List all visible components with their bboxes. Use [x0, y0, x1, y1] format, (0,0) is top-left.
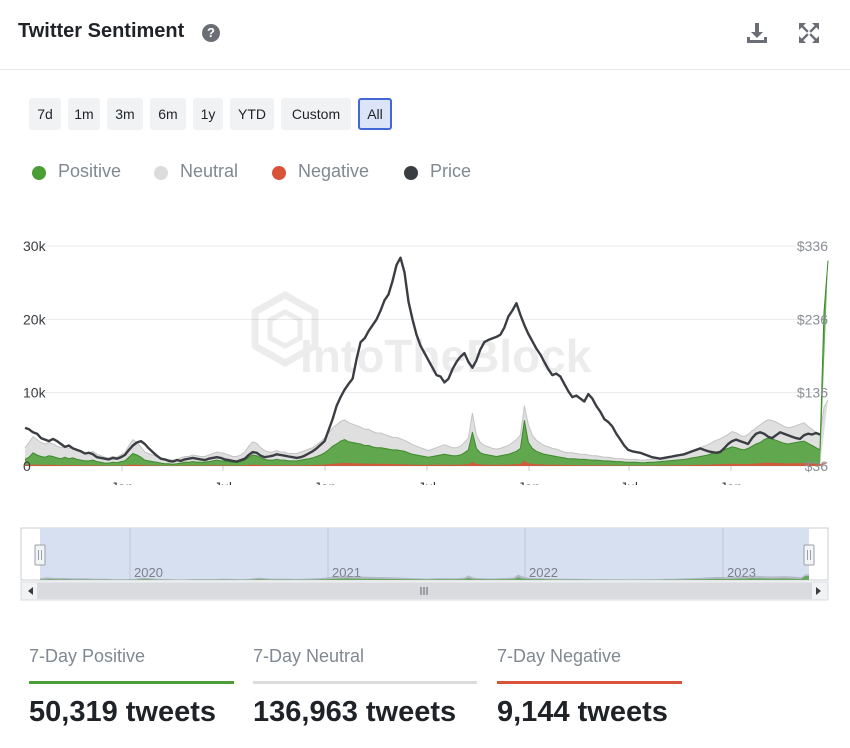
stat-value: 50,319 tweets — [29, 696, 217, 728]
y-left-tick-label: 20k — [23, 311, 47, 327]
legend-label: Negative — [298, 161, 370, 181]
sentiment-chart[interactable]: IntoTheBlock 0 10k 20k 30k $36 $136 $236 $336 Jan… — [0, 200, 850, 485]
watermark-text: IntoTheBlock — [300, 330, 592, 382]
stat-underline — [29, 681, 234, 684]
x-tick-label: Jan — [111, 479, 134, 485]
chart-navigator[interactable]: 2020 2021 2022 2023 — [0, 525, 850, 605]
legend-dot-positive — [32, 166, 46, 180]
legend-label: Positive — [58, 161, 122, 181]
range-button-7d[interactable]: 7d — [29, 98, 61, 130]
x-tick-label: Jan — [314, 479, 337, 485]
stat-card: 7-Day Negative 9,144 tweets — [497, 646, 737, 736]
question-circle-icon[interactable]: ? — [202, 24, 220, 42]
legend-item-neutral[interactable]: Neutral — [154, 160, 264, 184]
legend-dot-price — [404, 166, 418, 180]
navigator-right-handle[interactable] — [803, 544, 815, 566]
range-button-1y[interactable]: 1y — [193, 98, 223, 130]
range-button-6m[interactable]: 6m — [150, 98, 186, 130]
legend-label: Neutral — [180, 161, 239, 181]
y-right-tick-label: $236 — [797, 311, 828, 327]
range-button-3m[interactable]: 3m — [107, 98, 143, 130]
watermark: IntoTheBlock — [251, 290, 592, 382]
range-button-ytd[interactable]: YTD — [230, 98, 274, 130]
y-left-tick-label: 10k — [23, 385, 47, 401]
x-tick-label: Jul — [418, 479, 436, 485]
widget-title: Twitter Sentiment — [18, 20, 185, 42]
range-button-1m[interactable]: 1m — [68, 98, 100, 130]
y-left-tick-label: 30k — [23, 238, 47, 254]
stat-card: 7-Day Positive 50,319 tweets — [29, 646, 269, 736]
widget-header: Twitter Sentiment ? — [0, 0, 850, 70]
stat-label: 7-Day Neutral — [253, 646, 365, 666]
x-tick-label: Jan — [720, 479, 743, 485]
y-left-tick-label: 0 — [23, 458, 31, 474]
navigator-year-label: 2022 — [529, 565, 558, 580]
legend-item-price[interactable]: Price — [404, 160, 514, 184]
download-icon[interactable] — [744, 20, 770, 46]
x-tick-label: Jul — [214, 479, 232, 485]
stat-underline — [497, 681, 682, 684]
y-right-tick-label: $136 — [797, 385, 828, 401]
legend-item-negative[interactable]: Negative — [272, 160, 382, 184]
stat-card: 7-Day Neutral 136,963 tweets — [253, 646, 493, 736]
navigator-left-handle[interactable] — [34, 544, 46, 566]
navigator-year-label: 2020 — [134, 565, 163, 580]
expand-arrows-icon[interactable] — [796, 20, 822, 46]
arrow-left-icon[interactable] — [28, 587, 33, 595]
legend-dot-negative — [272, 166, 286, 180]
range-button-custom[interactable]: Custom — [281, 98, 351, 130]
navigator-positive-series — [40, 576, 809, 580]
x-tick-label: Jul — [620, 479, 638, 485]
scrollbar-grip-icon — [420, 587, 428, 595]
stat-value: 9,144 tweets — [497, 696, 668, 728]
range-button-all[interactable]: All — [358, 98, 392, 130]
y-right-tick-label: $336 — [797, 238, 828, 254]
legend-label: Price — [430, 161, 472, 181]
arrow-right-icon[interactable] — [816, 587, 821, 595]
legend-dot-neutral — [154, 166, 168, 180]
stat-label: 7-Day Negative — [497, 646, 622, 666]
y-right-tick-label: $36 — [805, 458, 829, 474]
price-line — [24, 256, 821, 463]
positive-line — [24, 260, 829, 465]
negative-area — [25, 460, 828, 466]
stat-underline — [253, 681, 477, 684]
navigator-selection[interactable] — [40, 528, 809, 580]
stat-value: 136,963 tweets — [253, 696, 457, 728]
stat-label: 7-Day Positive — [29, 646, 146, 666]
legend-item-positive[interactable]: Positive — [32, 160, 142, 184]
x-tick-label: Jan — [518, 479, 541, 485]
